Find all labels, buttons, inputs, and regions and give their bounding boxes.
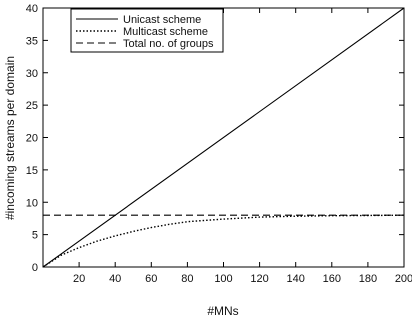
x-tick-label: 40 <box>109 273 121 285</box>
y-tick-label: 25 <box>26 100 38 112</box>
y-tick-label: 35 <box>26 35 38 47</box>
y-tick-label: 15 <box>26 165 38 177</box>
y-tick-label: 10 <box>26 197 38 209</box>
x-tick-label: 140 <box>287 273 305 285</box>
y-tick-label: 30 <box>26 68 38 80</box>
legend-box <box>70 8 224 53</box>
x-tick-label: 120 <box>250 273 268 285</box>
x-tick-label: 20 <box>73 273 85 285</box>
y-tick-label: 40 <box>26 3 38 15</box>
y-axis-label: #incoming streams per domain <box>3 56 17 220</box>
x-axis-label: #MNs <box>207 304 238 318</box>
series-line-2 <box>42 214 405 268</box>
x-tick-label: 160 <box>323 273 341 285</box>
x-axis-ticks: 20 40 60 80 100 120 140 160 180 200 <box>73 8 412 285</box>
legend-label-3: Total no. of groups <box>123 38 214 50</box>
x-tick-label: 100 <box>214 273 232 285</box>
x-tick-label: 60 <box>145 273 157 285</box>
series-layer <box>42 7 405 268</box>
x-tick-label: 200 <box>395 273 412 285</box>
legend-label-2: Multicast scheme <box>123 26 208 38</box>
series-line-1 <box>42 7 405 268</box>
legend-label-1: Unicast scheme <box>123 14 201 26</box>
x-tick-label: 80 <box>181 273 193 285</box>
y-tick-label: 0 <box>32 262 38 274</box>
y-axis-ticks: 0 5 10 15 20 25 30 35 40 <box>26 3 404 274</box>
y-tick-label: 5 <box>32 230 38 242</box>
x-tick-label: 180 <box>359 273 377 285</box>
y-tick-label: 20 <box>26 133 38 145</box>
